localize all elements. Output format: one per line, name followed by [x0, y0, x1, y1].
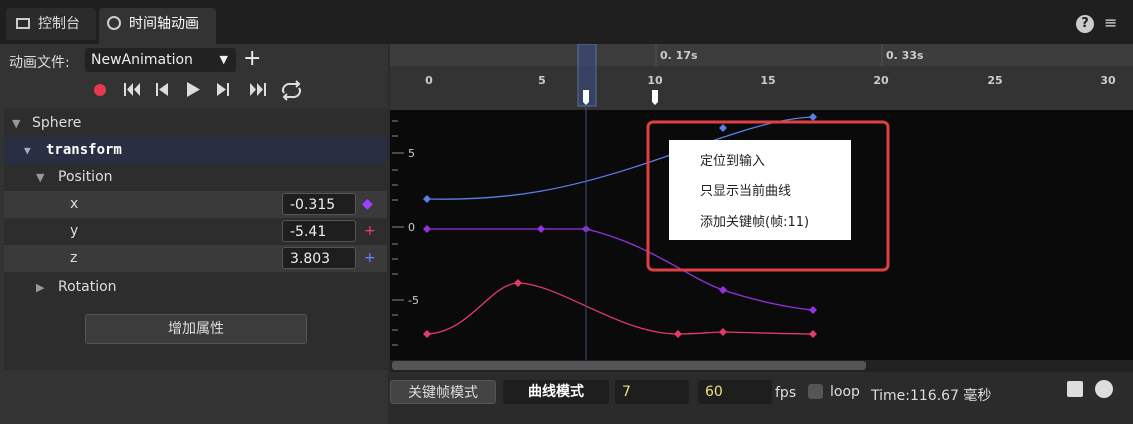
- curve-y: [426, 282, 814, 335]
- field-row: y -5.41 +: [4, 218, 387, 245]
- field-row: x -0.315 ◆: [4, 191, 387, 218]
- field-axis: z: [70, 250, 78, 266]
- add-file-button[interactable]: +: [243, 46, 262, 71]
- field-input[interactable]: 3.803: [282, 247, 356, 269]
- curve-x: [427, 228, 814, 311]
- frame-tick: 15: [760, 74, 775, 87]
- playback-controls: [94, 80, 301, 101]
- property-name: Rotation: [58, 279, 117, 295]
- frame-tick: 30: [1100, 74, 1116, 87]
- curve-mode-button[interactable]: 曲线模式: [503, 380, 609, 404]
- field-axis: y: [70, 223, 79, 239]
- keyframe-mode-button[interactable]: 关键帧模式: [390, 380, 496, 404]
- export-icon[interactable]: [1095, 380, 1113, 398]
- tab-icon: [107, 16, 121, 30]
- value-tick: 5: [408, 147, 415, 160]
- highlight-box: [646, 120, 890, 272]
- curve-z: [426, 116, 814, 200]
- frame-tick: 5: [538, 74, 546, 87]
- menu-icon[interactable]: ≡: [1104, 13, 1118, 32]
- prev-frame-button[interactable]: [156, 83, 168, 96]
- play-button[interactable]: [187, 82, 200, 97]
- property-name: Position: [58, 169, 113, 185]
- field-input[interactable]: -0.315: [282, 193, 356, 215]
- save-icon[interactable]: [1067, 381, 1083, 397]
- value-tick: 0: [408, 221, 415, 234]
- file-dropdown[interactable]: NewAnimation ▼: [85, 48, 236, 72]
- time-ruler: [390, 44, 1133, 66]
- help-icon[interactable]: ?: [1076, 15, 1094, 33]
- tab-bar: 控制台 时间轴动画 ? ≡: [0, 0, 1133, 44]
- property-tree: ▼ Sphere ▼ transform ▼ Position x -0.315 ◆ y -…: [4, 108, 388, 370]
- tree-row-selected[interactable]: ▼ transform: [4, 137, 387, 164]
- time-mark: 0. 33s: [886, 49, 924, 62]
- value-axis-ticks: [392, 120, 404, 346]
- frame-tick: 0: [425, 74, 433, 87]
- playhead-handle[interactable]: [577, 44, 597, 107]
- loop-label: loop: [830, 384, 860, 400]
- tab-label: 时间轴动画: [129, 16, 199, 32]
- first-frame-button[interactable]: [124, 83, 140, 96]
- loop-button[interactable]: [282, 80, 301, 101]
- menu-item[interactable]: 只显示当前曲线: [700, 183, 791, 199]
- field-row: z 3.803 +: [4, 245, 387, 272]
- fps-input[interactable]: 60: [698, 380, 772, 404]
- context-menu: [669, 140, 851, 240]
- field-input[interactable]: -5.41: [282, 220, 356, 242]
- keyframes-y[interactable]: [423, 279, 817, 338]
- frame-tick: 20: [873, 74, 889, 87]
- tree-row[interactable]: ▼ Sphere: [4, 110, 387, 137]
- object-name: Sphere: [32, 115, 82, 131]
- footer: 关键帧模式 曲线模式 7 60 fps loop Time:116.67 毫秒: [390, 372, 1133, 424]
- value-tick: -5: [408, 294, 419, 307]
- add-key-icon[interactable]: +: [364, 223, 376, 239]
- keyframes-z[interactable]: [423, 113, 817, 203]
- file-name: NewAnimation: [91, 52, 193, 68]
- timeline: 0. 17s 0. 33s 0 5 10 15 20 25 30 5 0 -5 …: [390, 44, 1133, 372]
- frame-tick: 25: [987, 74, 1002, 87]
- add-key-icon[interactable]: +: [364, 250, 376, 266]
- record-button[interactable]: [94, 84, 106, 96]
- tree-row[interactable]: ▼ Position: [4, 164, 387, 191]
- frame-tick: 10: [647, 74, 663, 87]
- file-label: 动画文件:: [9, 55, 70, 71]
- last-frame-button[interactable]: [250, 83, 266, 96]
- tree-row[interactable]: ▶ Rotation: [4, 274, 387, 301]
- next-frame-button[interactable]: [217, 83, 229, 96]
- tab-label: 控制台: [38, 16, 80, 32]
- component-name: transform: [46, 142, 122, 158]
- fps-label: fps: [775, 385, 797, 401]
- loop-checkbox[interactable]: [808, 384, 823, 399]
- keyframe-icon[interactable]: ◆: [362, 196, 373, 212]
- field-axis: x: [70, 196, 79, 212]
- frame-input[interactable]: 7: [615, 380, 689, 404]
- tab-icon: [16, 18, 30, 29]
- time-mark: 0. 17s: [660, 49, 698, 62]
- scrollbar-thumb[interactable]: [392, 361, 866, 370]
- tab-active[interactable]: 时间轴动画: [99, 8, 216, 44]
- playhead-marker: [583, 90, 589, 105]
- time-display: Time:116.67 毫秒: [871, 388, 992, 404]
- menu-item[interactable]: 添加关键帧(帧:11): [700, 215, 809, 230]
- menu-item[interactable]: 定位到输入: [700, 153, 765, 169]
- tab[interactable]: 控制台: [6, 8, 96, 40]
- add-property-button[interactable]: 增加属性: [85, 314, 307, 344]
- hover-marker: [652, 90, 658, 105]
- frame-ruler: [390, 66, 1133, 110]
- left-panel: 动画文件: NewAnimation ▼ + ▼ Sphere ▼ transform…: [0, 44, 388, 424]
